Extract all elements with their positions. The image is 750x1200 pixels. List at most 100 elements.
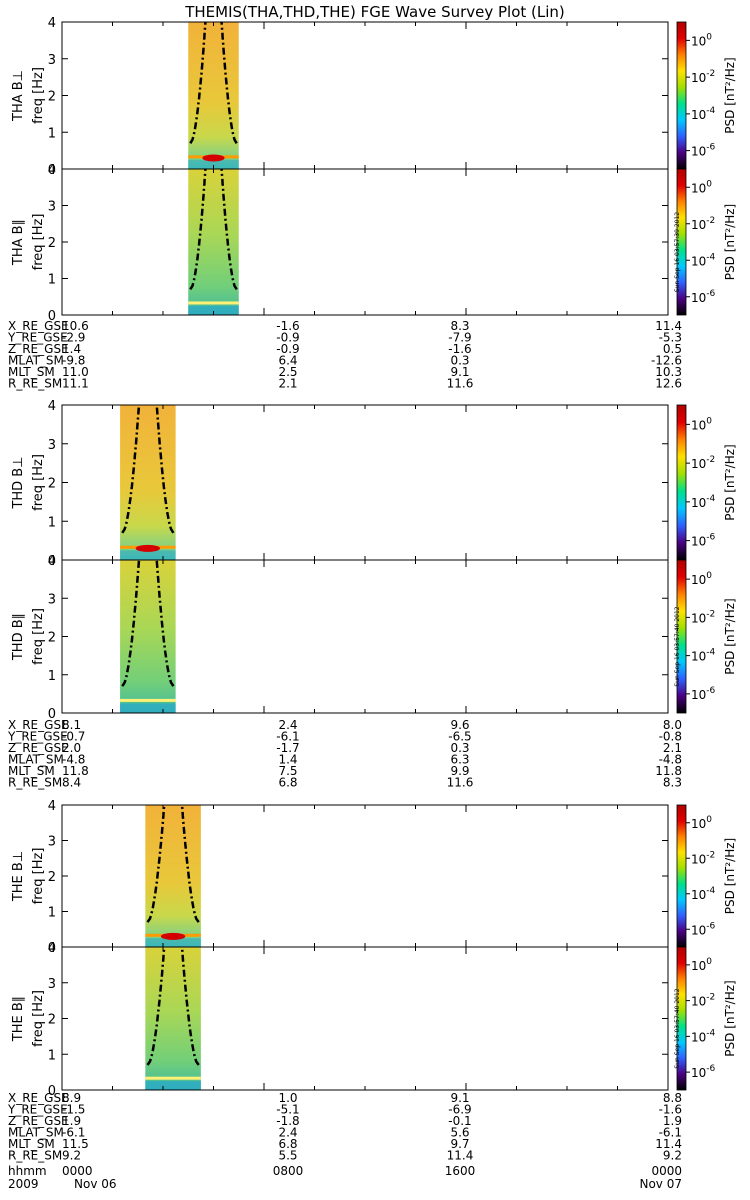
ephemeris-value: 6.3	[450, 753, 469, 767]
ephemeris-value: -1.6	[659, 1103, 682, 1117]
ephemeris-value: 1.0	[278, 1091, 297, 1105]
colorbar-tick-exponent: -6	[706, 533, 715, 543]
y-axis-label: freq [Hz]	[31, 990, 46, 1047]
colorbar-tick-label: 100	[691, 32, 712, 48]
ephemeris-value: 6.8	[278, 1137, 297, 1151]
y-tick-label: 2	[48, 1013, 56, 1028]
y-axis-label: freq [Hz]	[31, 848, 46, 905]
colorbar-tick-label: 100	[691, 179, 712, 195]
ephemeris-value: -6.1	[62, 1126, 85, 1140]
colorbar-tick-exponent: 0	[706, 957, 712, 967]
colorbar-label: PSD [nT²/Hz]	[723, 204, 737, 280]
ephemeris-value: 9.6	[450, 718, 469, 732]
ephemeris-value: 9.9	[450, 764, 469, 778]
spectrogram-data	[188, 169, 239, 315]
colorbar-tick-base: 10	[691, 145, 706, 159]
generation-timestamp: Sun Sep 16 03:57:40 2012	[674, 606, 681, 686]
ephemeris-value: 11.4	[655, 1137, 682, 1151]
ephemeris-value: 11.5	[62, 1137, 89, 1151]
panel-label: THA B⊥	[11, 70, 26, 122]
colorbar-tick-label: 100	[691, 416, 712, 432]
ephemeris-label: Z_RE_GSE	[8, 342, 69, 356]
colorbar-tick-exponent: -4	[706, 106, 715, 116]
power-peak	[160, 932, 186, 940]
ephemeris-value: 8.0	[663, 718, 682, 732]
y-tick-label: 2	[48, 631, 56, 646]
y-tick-label: 4	[48, 163, 56, 178]
ephemeris-label: MLT_SM	[8, 764, 55, 778]
ephemeris-label: R_RE_SM	[8, 776, 62, 790]
colorbar-tick-label: 100	[691, 571, 712, 587]
colorbar-tick-base: 10	[691, 291, 706, 305]
colorbar-tick-label: 10-4	[691, 106, 716, 122]
ephemeris-value: 9.2	[62, 1149, 81, 1163]
ephemeris-label: X_RE_GSE	[8, 1091, 69, 1105]
colorbar-tick-exponent: 0	[706, 416, 712, 426]
ephemeris-label: Y_RE_GSE	[7, 730, 68, 744]
colorbar-tick-base: 10	[691, 108, 706, 122]
ephemeris-value: -6.9	[448, 1103, 471, 1117]
ephemeris-value: 11.6	[447, 377, 474, 391]
ephemeris-value: -1.5	[62, 1103, 85, 1117]
y-tick-label: 1	[48, 1048, 56, 1063]
ephemeris-value: 6.4	[278, 354, 297, 368]
ephemeris-value: 9.1	[450, 365, 469, 379]
low-frequency-band	[120, 703, 176, 713]
y-tick-label: 4	[48, 941, 56, 956]
y-tick-label: 3	[48, 977, 56, 992]
generation-timestamp: Sun Sep 16 03:57:39 2012	[674, 212, 681, 292]
ephemeris-label: MLAT_SM	[8, 753, 64, 767]
end-date: Nov 07	[639, 1177, 682, 1191]
ephemeris-value: 5.6	[450, 1126, 469, 1140]
time-tick-label: 0800	[273, 1164, 304, 1178]
y-tick-label: 0	[48, 554, 56, 569]
figure-title: THEMIS(THA,THD,THE) FGE Wave Survey Plot…	[184, 3, 565, 21]
ephemeris-value: -0.9	[276, 342, 299, 356]
ephemeris-value: 6.8	[278, 776, 297, 790]
y-tick-label: 2	[48, 236, 56, 251]
colorbar-tick-base: 10	[691, 71, 706, 85]
colorbar-tick-exponent: -4	[706, 648, 715, 658]
ephemeris-value: -6.1	[276, 730, 299, 744]
ephemeris-value: 8.9	[62, 1091, 81, 1105]
ephemeris-value: 9.2	[663, 1149, 682, 1163]
low-frequency-band	[145, 1081, 201, 1090]
colorbar-tick-label: 10-6	[691, 1064, 716, 1080]
generation-timestamp: Sun Sep 16 03:57:40 2012	[674, 988, 681, 1068]
colorbar-tick-exponent: -2	[706, 455, 715, 465]
ephemeris-value: -2.9	[62, 331, 85, 345]
colorbar-tick-exponent: -4	[706, 494, 715, 504]
y-tick-label: 3	[48, 592, 56, 607]
ephemeris-value: -6.1	[659, 1126, 682, 1140]
colorbar-tick-base: 10	[691, 418, 706, 432]
spectrogram-data	[120, 560, 176, 713]
colorbar-label: PSD [nT²/Hz]	[723, 444, 737, 520]
ephemeris-value: -5.3	[659, 331, 682, 345]
spectrogram-data	[145, 947, 201, 1090]
colorbar-tick-label: 10-4	[691, 252, 716, 268]
y-axis-label: freq [Hz]	[31, 67, 46, 124]
ephemeris-value: -0.7	[62, 730, 85, 744]
colorbar-tick-label: 10-2	[691, 993, 715, 1009]
colorbar-tick-label: 10-4	[691, 1028, 716, 1044]
ephemeris-value: 8.4	[62, 776, 81, 790]
colorbar-tick-exponent: -2	[706, 69, 715, 79]
colorbar-tick-label: 100	[691, 815, 712, 831]
colorbar-tick-exponent: 0	[706, 815, 712, 825]
ephemeris-value: 5.5	[278, 1149, 297, 1163]
ephemeris-value: 2.0	[62, 741, 81, 755]
y-tick-label: 1	[48, 273, 56, 288]
colorbar-tick-exponent: -2	[706, 993, 715, 1003]
colorbar-tick-exponent: -2	[706, 850, 715, 860]
y-axis-label: freq [Hz]	[31, 608, 46, 665]
colorbar-tick-label: 10-6	[691, 289, 716, 305]
colorbar-tick-base: 10	[691, 573, 706, 587]
colorbar-label: PSD [nT²/Hz]	[723, 598, 737, 674]
ephemeris-value: -6.5	[448, 730, 471, 744]
colorbar-tick-base: 10	[691, 218, 706, 232]
colorbar-tick-label: 10-2	[691, 455, 715, 471]
colorbar-tick-exponent: -6	[706, 1064, 715, 1074]
y-tick-label: 3	[48, 438, 56, 453]
colorbar-label: PSD [nT²/Hz]	[723, 838, 737, 914]
